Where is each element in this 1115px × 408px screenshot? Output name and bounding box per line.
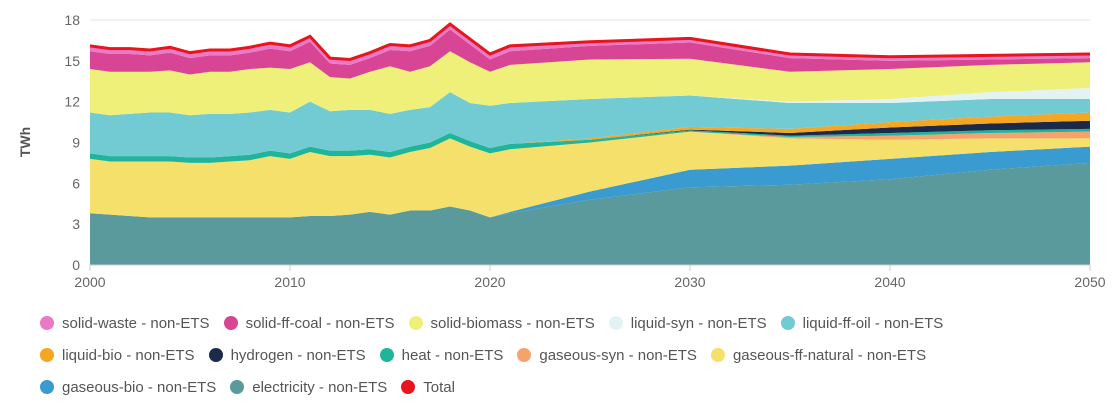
legend-item[interactable]: gaseous-bio - non-ETS — [40, 376, 216, 398]
y-axis-label: TWh — [17, 127, 33, 157]
legend-label: gaseous-ff-natural - non-ETS — [732, 346, 927, 364]
legend-label: Total — [423, 378, 455, 396]
legend-swatch — [40, 316, 54, 330]
legend-swatch — [208, 348, 223, 362]
legend-swatch — [230, 380, 245, 394]
area — [90, 88, 1090, 116]
y-tick-label: 15 — [64, 53, 80, 69]
legend-item[interactable]: liquid-ff-oil - non-ETS — [780, 312, 944, 334]
legend-swatch — [223, 316, 238, 330]
legend-swatch — [401, 380, 416, 394]
legend-swatch — [408, 316, 423, 330]
legend-swatch — [780, 316, 795, 330]
legend-label: solid-ff-coal - non-ETS — [245, 314, 395, 332]
area — [90, 51, 1090, 116]
total-line — [89, 22, 1091, 61]
legend-label: heat - non-ETS — [401, 346, 504, 364]
area — [90, 131, 1090, 163]
legend-label: liquid-syn - non-ETS — [630, 314, 767, 332]
y-tick-label: 18 — [64, 12, 80, 28]
area — [90, 29, 1090, 79]
area — [90, 24, 1090, 65]
legend-swatch — [710, 348, 725, 362]
legend-item[interactable]: liquid-syn - non-ETS — [608, 312, 767, 334]
legend-label: hydrogen - non-ETS — [230, 346, 366, 364]
legend-item[interactable]: Total — [401, 376, 455, 398]
y-tick-label: 6 — [72, 175, 80, 191]
legend-swatch — [40, 348, 54, 362]
y-tick-label: 0 — [72, 257, 80, 273]
area — [90, 128, 1090, 163]
y-tick-label: 3 — [72, 216, 80, 232]
x-tick-label: 2010 — [274, 274, 305, 290]
area — [90, 112, 1090, 158]
legend-swatch — [40, 380, 54, 394]
legend-label: liquid-ff-oil - non-ETS — [802, 314, 944, 332]
x-tick-label: 2050 — [1074, 274, 1105, 290]
area — [90, 162, 1090, 265]
legend-item[interactable]: hydrogen - non-ETS — [208, 344, 366, 366]
area — [90, 92, 1090, 158]
area — [90, 120, 1090, 158]
legend-swatch — [379, 348, 394, 362]
x-tick-label: 2020 — [474, 274, 505, 290]
y-tick-label: 9 — [72, 135, 80, 151]
legend-item[interactable]: liquid-bio - non-ETS — [40, 344, 195, 366]
legend-item[interactable]: electricity - non-ETS — [230, 376, 387, 398]
legend-item[interactable]: gaseous-ff-natural - non-ETS — [710, 344, 927, 366]
legend-label: solid-waste - non-ETS — [62, 314, 210, 332]
legend-item[interactable]: gaseous-syn - non-ETS — [517, 344, 697, 366]
legend-label: liquid-bio - non-ETS — [62, 346, 195, 364]
legend-label: solid-biomass - non-ETS — [430, 314, 595, 332]
legend-label: gaseous-syn - non-ETS — [539, 346, 697, 364]
legend-item[interactable]: heat - non-ETS — [379, 344, 504, 366]
x-tick-label: 2040 — [874, 274, 905, 290]
legend-swatch — [608, 316, 623, 330]
y-tick-label: 12 — [64, 94, 80, 110]
legend-item[interactable]: solid-ff-coal - non-ETS — [223, 312, 395, 334]
legend-label: gaseous-bio - non-ETS — [62, 378, 217, 396]
x-tick-label: 2030 — [674, 274, 705, 290]
legend-item[interactable]: solid-biomass - non-ETS — [408, 312, 595, 334]
area — [90, 146, 1090, 218]
area — [90, 131, 1090, 218]
x-tick-label: 2000 — [74, 274, 105, 290]
legend-label: electricity - non-ETS — [252, 378, 388, 396]
legend: solid-waste - non-ETS solid-ff-coal - non… — [40, 312, 1100, 408]
legend-swatch — [517, 348, 532, 362]
chart: TWh 0 3 6 9 12 15 18 2000 2010 2020 2030 2040 2050 — [17, 12, 1106, 290]
legend-item[interactable]: solid-waste - non-ETS — [40, 312, 210, 334]
